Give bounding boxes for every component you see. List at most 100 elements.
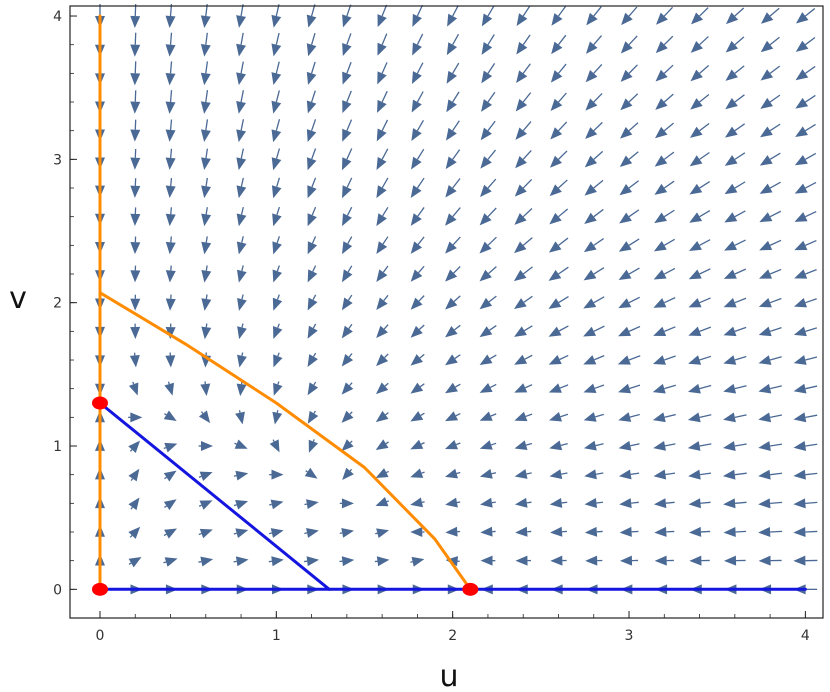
vector-arrow [375,439,389,451]
vector-arrow [551,5,567,26]
vector-arrow [163,557,178,567]
vector-arrow [165,32,176,57]
vector-arrow [163,528,178,539]
vector-arrow [410,527,425,538]
vector-arrow [514,440,533,450]
vector-arrow [585,92,603,111]
vector-arrow [445,207,461,226]
vector-arrow [724,239,746,251]
vector-arrow [200,61,211,86]
vector-arrow [165,178,176,198]
vector-arrow [794,297,817,308]
vector-arrow [341,382,354,395]
vector-arrow [758,498,783,509]
vector-arrow [689,555,710,566]
vector-arrow [758,383,782,394]
vector-arrow [794,239,817,251]
vector-arrow [690,7,709,25]
vector-arrow [411,119,425,142]
vector-arrow [688,355,712,365]
vector-arrow [273,323,283,339]
vector-arrow [724,181,746,195]
vector-arrow [201,207,212,227]
vector-arrow [235,410,245,425]
vector-arrow [617,355,641,365]
vector-arrow [793,412,818,423]
vector-arrow [620,122,639,139]
vector-arrow [688,469,712,480]
vector-arrow [480,178,497,198]
vector-arrow [410,382,425,394]
vector-arrow [198,500,213,510]
vector-arrow [689,122,710,138]
vector-arrow [129,352,140,368]
vector-arrow [759,210,782,223]
vector-arrow [165,323,176,340]
vector-arrow [128,526,141,539]
x-tick-label: 3 [625,628,634,644]
vector-arrow [653,498,675,509]
vector-arrow [793,355,818,365]
vector-arrow [272,236,282,255]
vector-arrow [198,471,213,482]
vector-arrow [514,469,532,479]
vector-arrow [446,62,460,84]
vector-arrow [375,468,389,478]
vector-arrow [725,94,745,110]
vector-arrow [758,297,782,308]
vector-arrow [514,497,532,508]
vector-arrow [233,528,249,539]
vector-arrow [130,4,141,29]
vector-arrow [271,90,282,114]
vector-arrow [376,148,389,170]
vector-arrow [307,265,318,283]
x-axis-title: u [439,659,458,692]
vector-arrow [550,555,567,566]
vector-arrow [480,149,497,169]
vector-arrow [549,440,568,451]
vector-arrow [583,440,604,451]
vector-arrow [342,206,353,227]
vector-arrow [200,32,211,57]
vector-arrow [410,497,425,508]
vector-arrow [760,65,781,81]
vector-arrow [201,294,212,311]
y-tick-label: 1 [53,439,62,455]
vector-arrow [307,323,318,339]
vector-arrow [306,119,317,143]
vector-arrow [163,410,177,422]
vector-arrow [549,497,568,508]
vector-arrow [374,556,390,567]
vector-arrow [341,236,353,255]
vector-arrow [271,32,282,57]
vector-arrow [410,439,425,450]
vector-arrow [306,90,317,114]
equilibrium-point [91,396,108,410]
vector-arrow [479,468,497,479]
vector-arrow [758,469,783,480]
vector-arrow [198,410,211,424]
vector-arrow [689,210,711,223]
vector-arrow [410,468,425,478]
vector-arrow [128,497,140,511]
vector-arrow [307,206,317,227]
vector-arrow [654,122,675,139]
vector-arrow [585,555,603,566]
vector-arrow [165,148,176,170]
vector-arrow [654,209,675,224]
vector-arrow [233,470,249,481]
vector-arrow [514,179,533,197]
vector-arrow [583,296,605,309]
vector-arrow [480,120,496,141]
vector-arrow [583,325,605,337]
vector-arrow [758,441,783,451]
vector-arrow [793,441,818,451]
vector-arrow [445,236,461,254]
vector-arrow [480,497,496,508]
vector-arrow [793,326,818,337]
vector-arrow [481,34,495,55]
vector-arrow [306,4,317,28]
vector-arrow [479,354,497,366]
vector-arrow [445,324,461,338]
vector-arrow [759,268,782,279]
